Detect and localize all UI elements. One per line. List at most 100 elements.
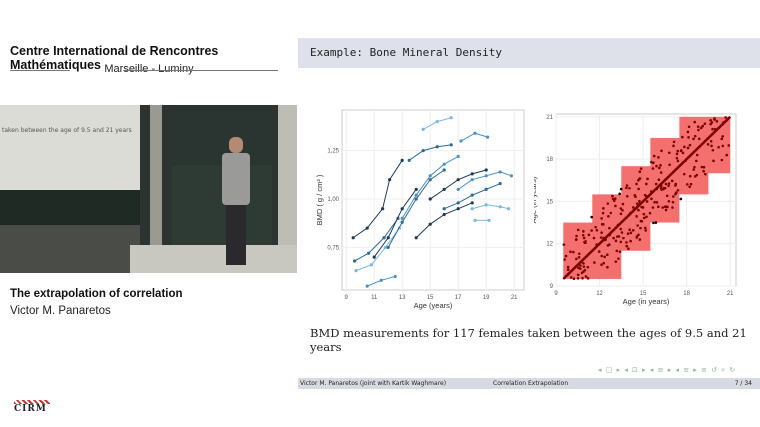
data-point [619, 187, 623, 191]
footer-title: Correlation Extrapolation [493, 380, 569, 387]
data-point [621, 202, 625, 206]
data-point [638, 238, 642, 241]
data-point [572, 277, 576, 281]
data-point [459, 139, 463, 143]
data-point [564, 254, 568, 258]
data-point [601, 211, 605, 215]
data-point [428, 178, 432, 182]
location: Marseille - Luminy [0, 63, 298, 75]
speaker-name: Victor M. Panaretos [10, 305, 111, 317]
data-point [595, 228, 599, 232]
data-point [711, 127, 714, 131]
data-point [606, 265, 609, 269]
data-point [586, 265, 590, 269]
data-point [383, 245, 387, 250]
y-tick-label: 0,75 [327, 245, 339, 251]
data-point [428, 174, 432, 178]
y-tick-label: 1,25 [327, 149, 339, 155]
data-point [667, 200, 671, 203]
data-point [576, 228, 580, 232]
data-point [720, 158, 724, 162]
data-point [456, 207, 460, 211]
data-point [509, 174, 513, 178]
data-point [715, 120, 719, 123]
data-point [635, 202, 639, 205]
data-point [689, 182, 693, 186]
data-point [652, 154, 656, 158]
data-point [582, 236, 586, 240]
data-point [664, 208, 668, 212]
x-tick-label: 12 [596, 291, 603, 297]
y-tick-label: 18 [546, 157, 553, 163]
data-point [642, 216, 646, 220]
data-point [507, 207, 511, 211]
data-point [659, 186, 663, 190]
data-point [695, 159, 698, 163]
data-point [658, 166, 661, 170]
data-point [365, 284, 369, 288]
data-point [351, 236, 355, 240]
data-point [614, 260, 618, 263]
data-point [645, 182, 648, 186]
data-point [676, 159, 680, 163]
data-point [688, 174, 692, 178]
data-point [421, 127, 425, 131]
data-point [617, 235, 621, 238]
data-point [657, 178, 661, 182]
data-point [414, 193, 418, 197]
data-point [629, 231, 633, 235]
data-point [635, 235, 639, 238]
slide: Example: Bone Mineral Density 9 11 13 15 17 1… [298, 38, 760, 392]
talk-title: The extrapolation of correlation [10, 288, 183, 300]
x-tick-label: 21 [511, 295, 518, 301]
data-point [566, 268, 570, 271]
data-point [725, 153, 728, 157]
data-point [668, 163, 671, 167]
data-point [663, 186, 667, 190]
data-point [484, 187, 488, 191]
data-point [498, 170, 502, 174]
x-axis-label: Age (years) [414, 301, 453, 310]
data-point [620, 231, 624, 234]
age-scatter-chart: 9 12 15 18 21 9 12 15 18 21 Age (in years) Age (in … [534, 113, 737, 306]
data-point [661, 206, 664, 209]
data-point [414, 236, 418, 240]
data-point [709, 139, 713, 143]
data-point [667, 182, 671, 185]
data-point [470, 207, 474, 211]
series-line [354, 218, 399, 262]
data-point [580, 271, 584, 275]
data-point [606, 253, 609, 256]
series-line [408, 144, 452, 161]
data-point [600, 254, 604, 258]
data-point [590, 229, 593, 232]
data-point [695, 173, 699, 177]
data-point [645, 200, 649, 203]
data-point [679, 149, 683, 153]
data-point [625, 184, 629, 187]
data-point [576, 277, 580, 280]
data-point [449, 143, 453, 147]
data-point [686, 130, 690, 134]
data-point [629, 239, 632, 243]
slide-footer: Victor M. Panaretos (joint with Kartik W… [298, 378, 760, 389]
data-point [721, 144, 725, 148]
data-point [442, 207, 446, 211]
data-point [586, 277, 590, 280]
data-point [643, 226, 647, 230]
beamer-nav-icons[interactable]: ◂ □ ▸ ◂ ⊡ ▸ ◂ ≡ ▸ ◂ ≡ ▸ ≡ ↺ ⌕ ↻ [598, 366, 737, 374]
data-point [652, 221, 655, 225]
data-point [599, 236, 603, 239]
data-point [659, 164, 662, 167]
diagonal-line [562, 115, 732, 280]
data-point [606, 202, 610, 205]
data-point [659, 171, 663, 174]
data-point [693, 165, 696, 169]
cirm-logo: CIRM [14, 400, 50, 414]
data-point [576, 273, 580, 277]
data-point [400, 220, 404, 224]
data-point [498, 181, 502, 186]
data-point [407, 158, 411, 162]
data-point [697, 137, 701, 141]
data-point [667, 184, 670, 188]
